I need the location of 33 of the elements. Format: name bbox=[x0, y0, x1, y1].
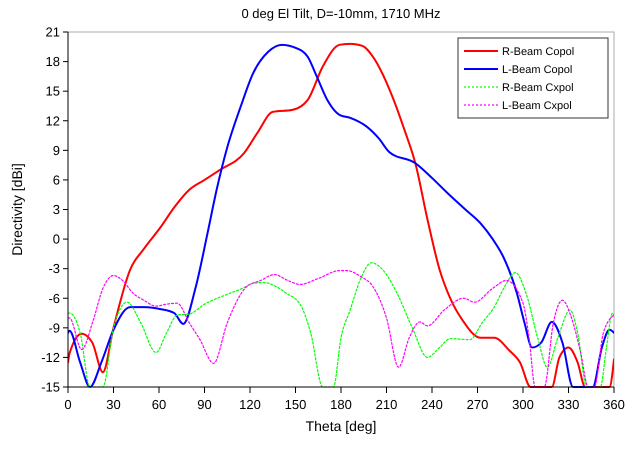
legend-label: R-Beam Copol bbox=[502, 46, 574, 58]
x-tick-label: 90 bbox=[197, 397, 212, 412]
x-tick-label: 150 bbox=[284, 397, 306, 412]
x-tick-label: 120 bbox=[239, 397, 261, 412]
x-tick-label: 0 bbox=[64, 397, 72, 412]
y-tick-label: 21 bbox=[46, 24, 60, 40]
legend-label: L-Beam Cxpol bbox=[502, 100, 572, 112]
y-tick-label: -15 bbox=[41, 380, 60, 395]
x-tick-label: 360 bbox=[603, 397, 625, 412]
y-tick-label: 3 bbox=[52, 202, 60, 218]
legend-label: L-Beam Copol bbox=[502, 64, 572, 76]
x-tick-label: 60 bbox=[152, 397, 166, 412]
x-tick-label: 300 bbox=[512, 397, 534, 412]
y-tick-label: -12 bbox=[41, 350, 60, 365]
chart-title: 0 deg El Tilt, D=-10mm, 1710 MHz bbox=[241, 6, 441, 21]
y-tick-label: -3 bbox=[48, 261, 60, 276]
x-tick-label: 330 bbox=[558, 397, 580, 412]
y-axis-title: Directivity [dBi] bbox=[9, 163, 25, 256]
x-tick-label: 30 bbox=[106, 397, 121, 412]
y-tick-label: 15 bbox=[46, 84, 60, 99]
x-tick-label: 180 bbox=[330, 397, 352, 412]
y-tick-label: 0 bbox=[52, 232, 60, 247]
y-tick-label: 18 bbox=[46, 54, 60, 70]
x-axis-title: Theta [deg] bbox=[306, 418, 376, 434]
y-tick-label: 9 bbox=[52, 142, 60, 158]
y-tick-label: -9 bbox=[48, 320, 60, 336]
x-tick-label: 210 bbox=[376, 397, 398, 412]
legend-label: R-Beam Cxpol bbox=[502, 82, 574, 94]
x-tick-label: 270 bbox=[466, 397, 488, 412]
y-tick-label: 6 bbox=[52, 172, 60, 188]
y-tick-label: -6 bbox=[48, 290, 60, 306]
y-tick-label: 12 bbox=[46, 113, 60, 128]
x-tick-label: 240 bbox=[421, 397, 443, 412]
